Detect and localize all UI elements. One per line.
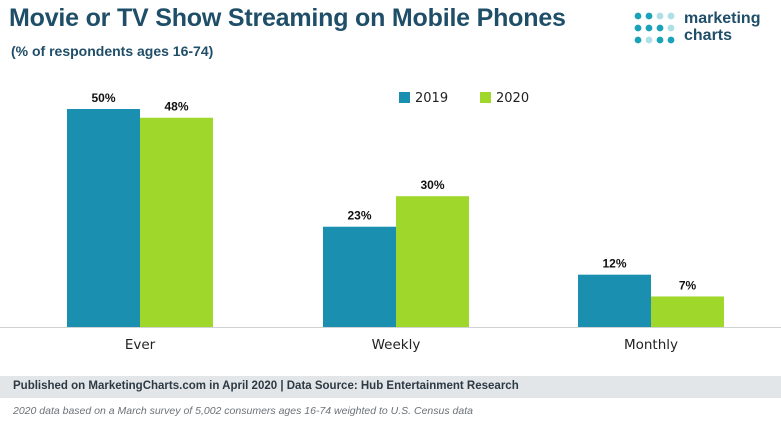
logo-dot	[667, 24, 675, 32]
bar-weekly-2019	[323, 226, 396, 327]
data-label: 23%	[347, 209, 371, 223]
bar-monthly-2019	[578, 274, 651, 327]
logo-dot	[645, 24, 653, 32]
x-tick-label: Ever	[125, 337, 156, 353]
chart-title: Movie or TV Show Streaming on Mobile Pho…	[9, 4, 566, 32]
data-label: 50%	[91, 91, 115, 105]
legend-swatch-2020	[480, 92, 491, 103]
logo-dot	[634, 36, 642, 44]
logo-dots-icon	[634, 12, 675, 44]
bar-ever-2019	[67, 109, 140, 327]
logo-dot	[634, 12, 642, 20]
x-tick-label: Monthly	[624, 337, 678, 353]
logo-dot	[667, 12, 675, 20]
bar-weekly-2020	[396, 196, 469, 327]
logo-dot	[656, 12, 664, 20]
logo-dot	[667, 36, 675, 44]
legend: 2019 2020	[399, 91, 529, 106]
legend-label-2019: 2019	[415, 91, 448, 106]
data-label: 12%	[602, 257, 626, 271]
legend-label-2020: 2020	[496, 91, 529, 106]
logo-dot	[645, 36, 653, 44]
legend-swatch-2019	[399, 92, 410, 103]
chart-subtitle: (% of respondents ages 16-74)	[11, 43, 214, 59]
logo-dot	[634, 24, 642, 32]
logo-dot	[656, 36, 664, 44]
data-label: 30%	[420, 178, 444, 192]
logo-text-line1: marketing	[684, 10, 761, 27]
x-tick-label: Weekly	[372, 337, 421, 353]
bar-chart: 2019 2020 50% 48% 23% 30% 12% 7% Ever Weekly Mon…	[0, 91, 781, 353]
source-text: Published on MarketingCharts.com in Apri…	[13, 380, 519, 392]
logo-text-line2: charts	[684, 27, 733, 44]
data-label: 7%	[679, 278, 697, 292]
x-axis: Ever Weekly Monthly	[0, 327, 781, 353]
bar-monthly-2020	[651, 296, 724, 327]
data-label: 48%	[164, 100, 188, 114]
bars: 50% 48% 23% 30% 12% 7%	[67, 91, 724, 327]
bar-ever-2020	[140, 117, 213, 327]
source-bar: Published on MarketingCharts.com in Apri…	[0, 376, 781, 398]
marketingcharts-logo: marketing charts	[633, 8, 773, 50]
logo-dot	[645, 12, 653, 20]
logo-dot	[656, 24, 664, 32]
footnote: 2020 data based on a March survey of 5,0…	[13, 405, 473, 417]
logo-text: marketing charts	[684, 10, 760, 44]
